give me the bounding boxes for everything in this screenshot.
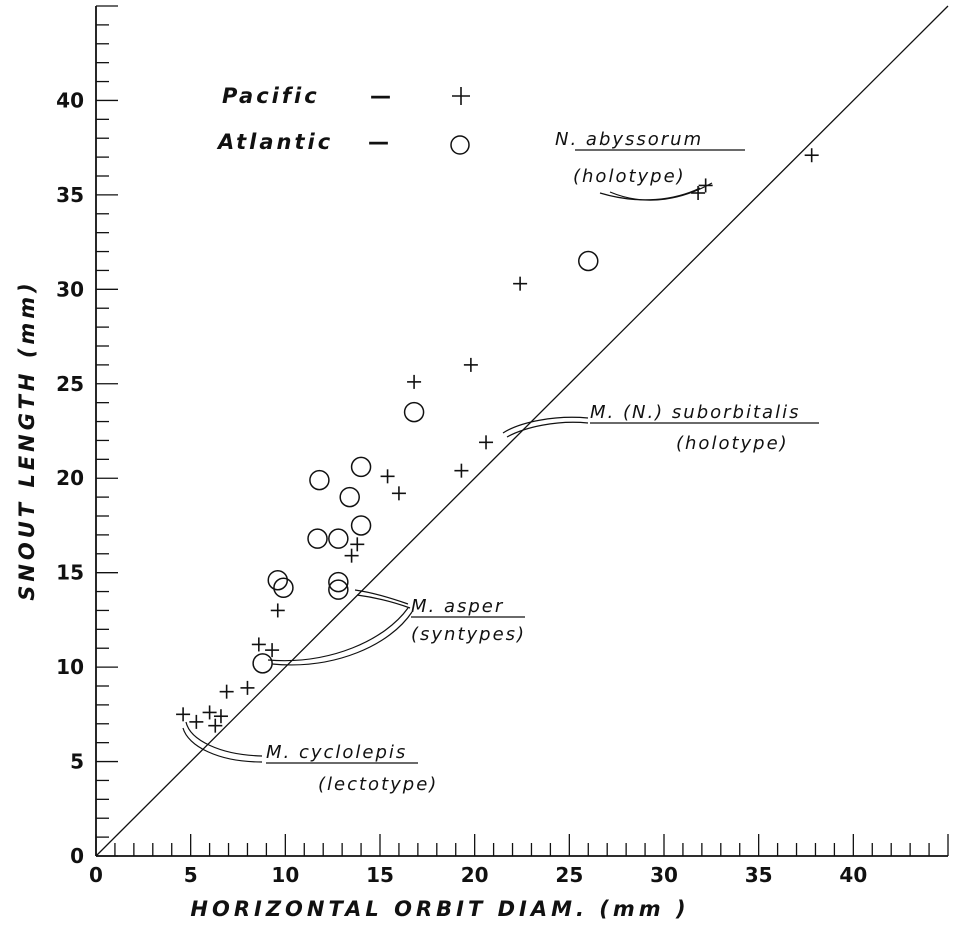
legend-marker-plus [452, 87, 470, 105]
atlantic-point [328, 571, 349, 593]
annotation-asper: M. asper (syntypes) [267, 589, 526, 666]
x-tick-label: 15 [366, 863, 394, 887]
pacific-point [202, 705, 217, 720]
pacific-point [407, 374, 422, 389]
y-tick-label: 35 [56, 183, 84, 207]
atlantic-point [307, 528, 328, 549]
annotation-cyclolepis-line2: (lectotype) [318, 774, 438, 795]
y-tick-label: 0 [70, 844, 84, 868]
x-axis-title: HORIZONTAL ORBIT DIAM. (mm ) [190, 897, 689, 921]
annotation-cyclolepis-line1: M. cyclolepis [266, 742, 407, 763]
pacific-point [391, 486, 406, 501]
atlantic-point [328, 528, 349, 549]
annotation-suborbitalis-line2: (holotype) [676, 433, 789, 454]
pacific-point [176, 707, 191, 722]
legend-dash-pacific: — [370, 84, 394, 108]
legend-dash-atlantic: — [368, 130, 392, 154]
y-tick-label: 20 [56, 466, 84, 490]
pacific-point [189, 714, 204, 729]
x-tick-label: 10 [271, 863, 299, 887]
pacific-point [208, 718, 223, 733]
atlantic-point [350, 515, 372, 536]
pacific-point [380, 469, 395, 484]
x-tick-label: 35 [745, 863, 773, 887]
x-tick-label: 0 [89, 863, 103, 887]
pacific-point [513, 276, 528, 291]
atlantic-point [309, 469, 330, 491]
annotation-abyssorum-line1: N. abyssorum [555, 129, 703, 150]
atlantic-point [339, 486, 360, 508]
x-tick-label: 40 [839, 863, 867, 887]
data-points [176, 148, 819, 733]
pacific-point [251, 637, 266, 652]
pacific-point [213, 709, 228, 724]
pacific-point [240, 680, 255, 695]
annotation-asper-line2: (syntypes) [411, 624, 526, 645]
pacific-point [698, 178, 713, 193]
y-axis-title: SNOUT LENGTH (mm) [15, 279, 39, 601]
pacific-point [463, 357, 478, 372]
atlantic-point [252, 653, 273, 674]
x-tick-label: 25 [555, 863, 583, 887]
y-tick-label: 10 [56, 655, 84, 679]
atlantic-point [350, 456, 372, 478]
annotation-suborbitalis-line1: M. (N.) suborbitalis [590, 402, 800, 423]
pacific-point [479, 435, 494, 450]
tick-marks [95, 5, 949, 857]
x-tick-label: 5 [184, 863, 198, 887]
annotation-suborbitalis: M. (N.) suborbitalis (holotype) [502, 402, 819, 454]
legend-marker-circle [450, 135, 470, 155]
y-tick-label: 25 [56, 372, 84, 396]
pacific-point [454, 463, 469, 478]
legend: Pacific — Atlantic — [216, 84, 470, 155]
atlantic-point [578, 250, 599, 272]
annotation-abyssorum: N. abyssorum (holotype) [555, 129, 745, 201]
y-tick-label: 15 [56, 561, 84, 585]
annotation-cyclolepis: M. cyclolepis (lectotype) [182, 721, 438, 795]
legend-label-pacific: Pacific [222, 84, 320, 108]
atlantic-point [273, 577, 294, 599]
pacific-point [265, 643, 280, 658]
plot-frame [95, 6, 948, 857]
annotation-asper-line1: M. asper [411, 596, 504, 617]
pacific-point [270, 603, 285, 618]
pacific-point [344, 548, 359, 563]
y-tick-label: 40 [56, 88, 84, 112]
pacific-point [804, 148, 819, 163]
pacific-point [219, 684, 234, 699]
atlantic-point [403, 401, 425, 423]
x-tick-label: 30 [650, 863, 678, 887]
x-tick-label: 20 [461, 863, 489, 887]
y-tick-label: 5 [70, 750, 84, 774]
annotation-abyssorum-line2: (holotype) [573, 166, 686, 187]
atlantic-point [267, 569, 289, 591]
atlantic-point [328, 579, 349, 600]
y-tick-label: 30 [56, 277, 84, 301]
pacific-point [350, 537, 365, 552]
legend-label-atlantic: Atlantic [216, 130, 333, 154]
tick-labels: 0 5 10 15 20 25 30 35 40 0 5 10 15 20 25 30 35 40 [56, 88, 867, 887]
